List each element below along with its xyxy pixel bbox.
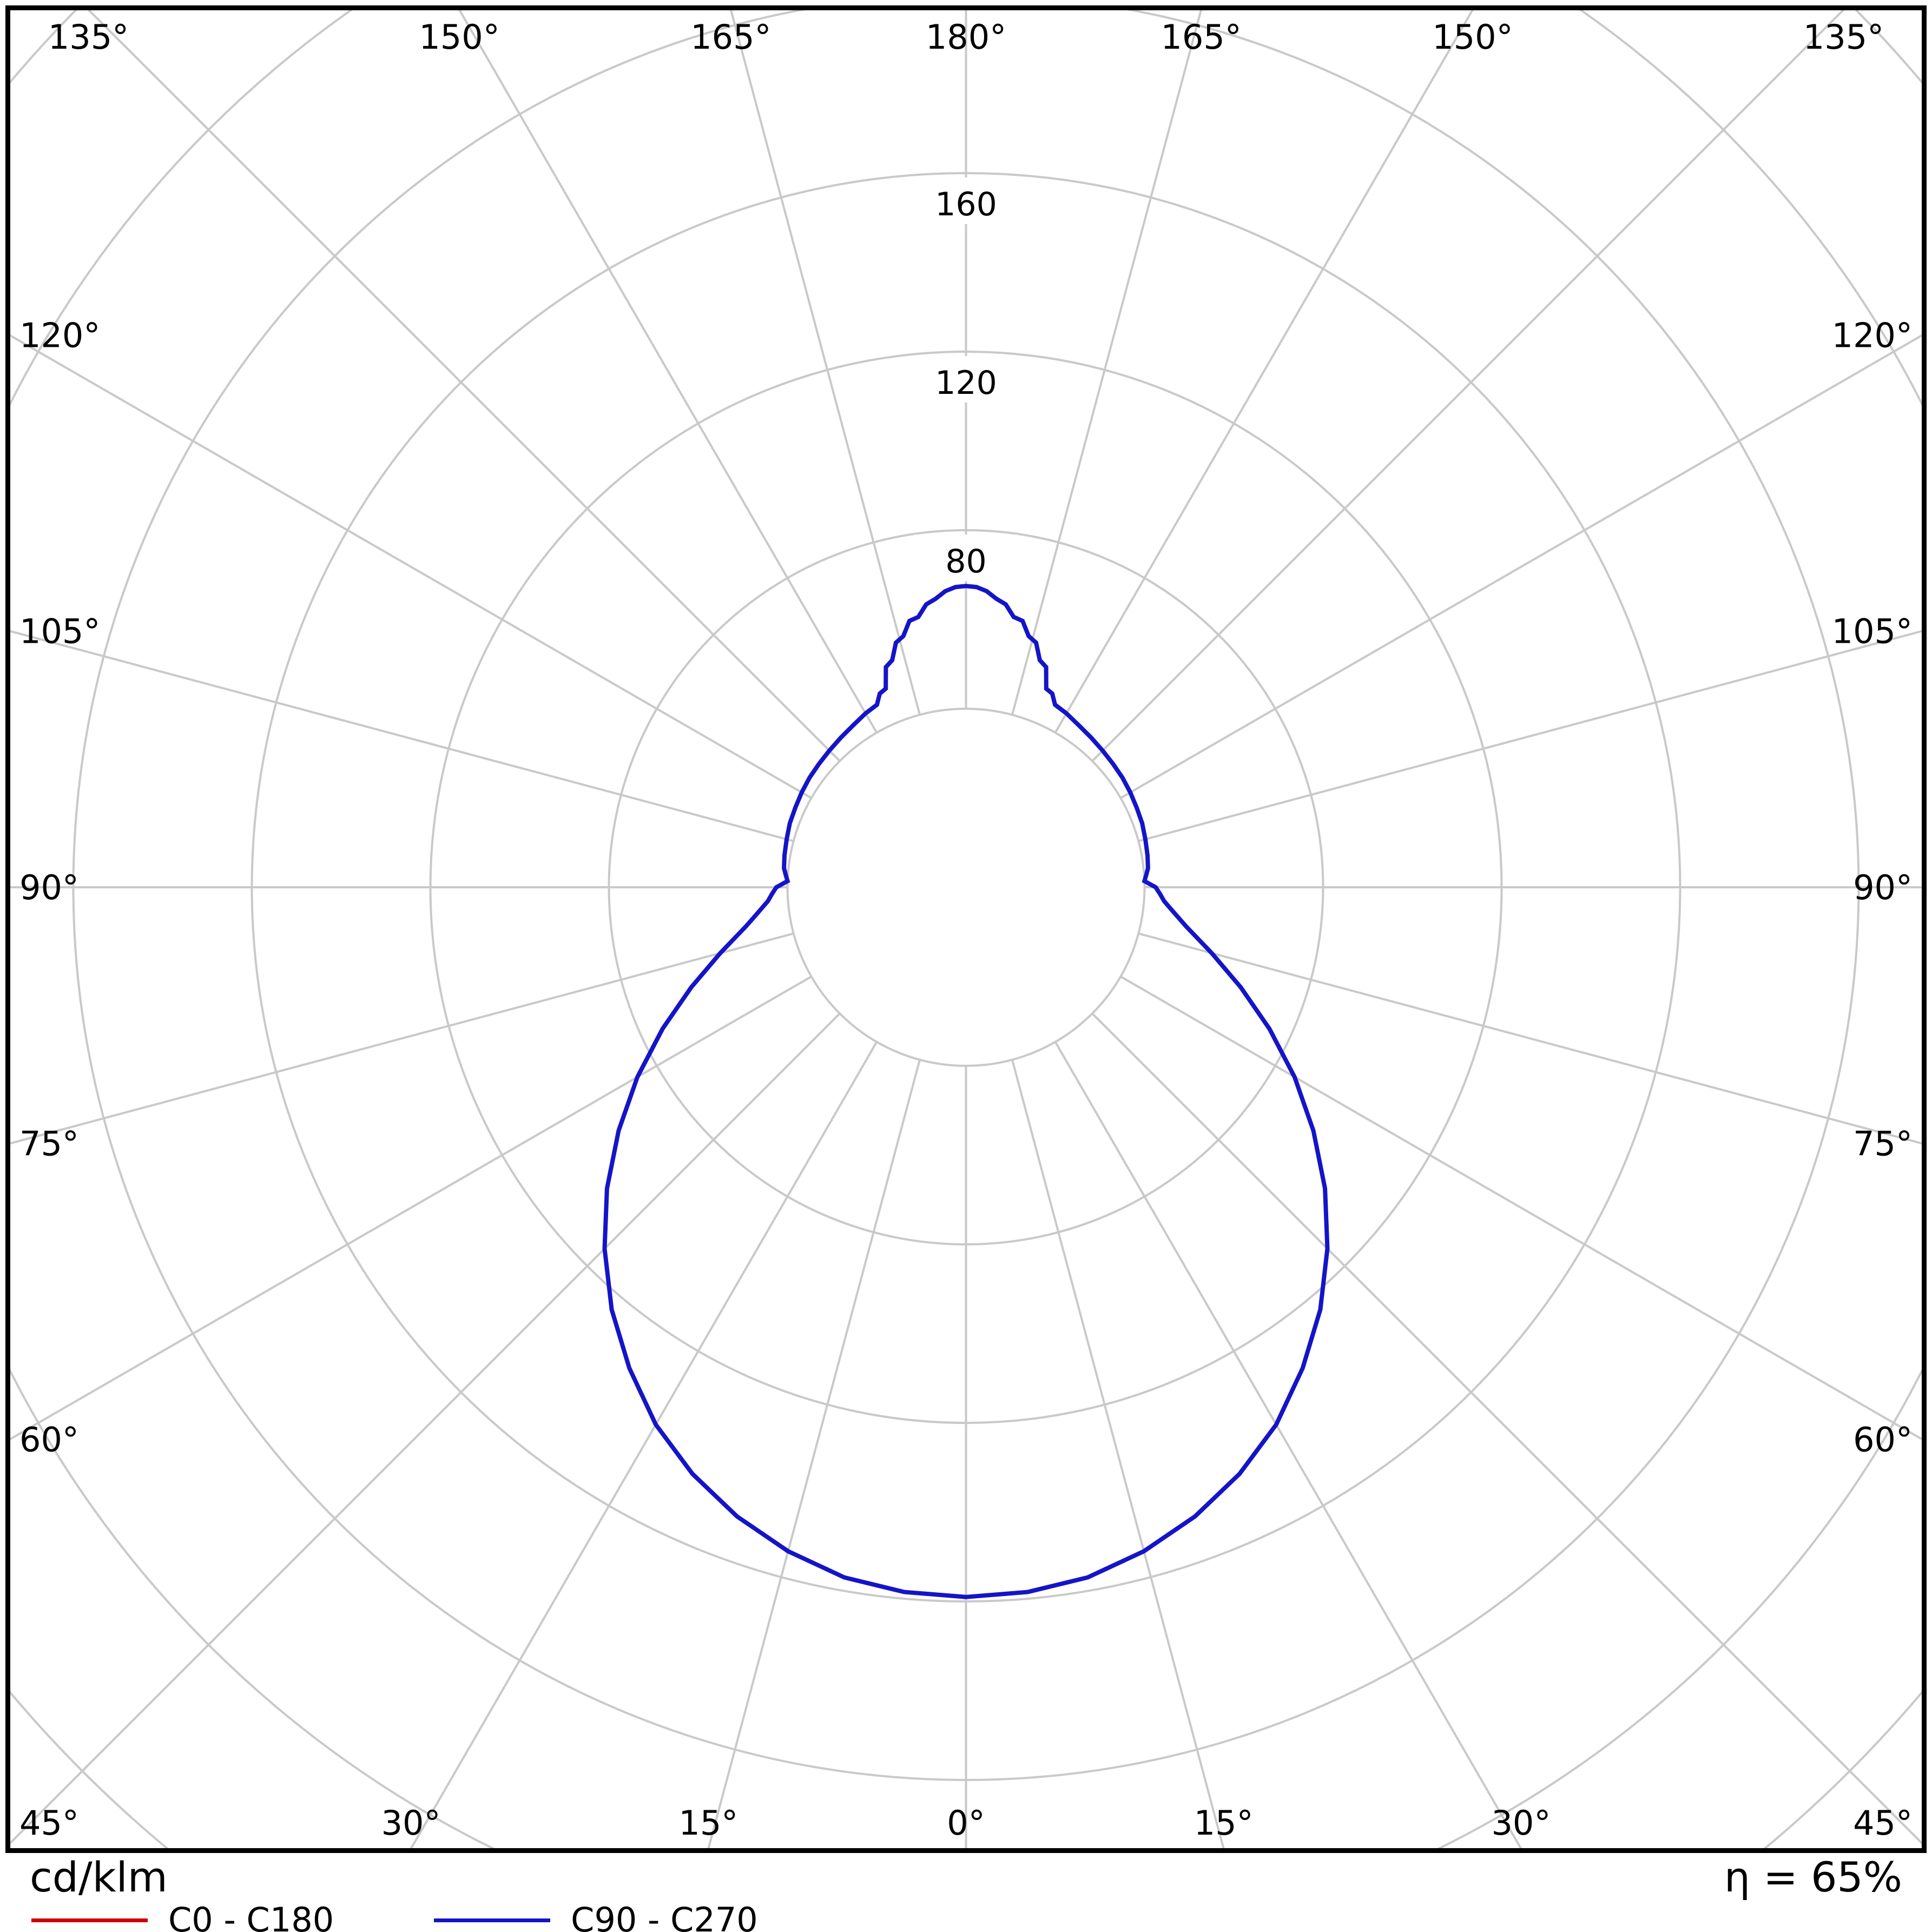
- angle-label: 135°: [1803, 17, 1884, 57]
- grid-spoke: [1054, 5, 1476, 734]
- grid-spoke: [5, 932, 794, 1146]
- legend-label-c0-c180: C0 - C180: [168, 1900, 334, 1932]
- ring-label: 80: [945, 543, 986, 581]
- angle-label: 30°: [1491, 1803, 1551, 1843]
- angle-label: 60°: [19, 1420, 79, 1459]
- angle-label: 75°: [19, 1124, 79, 1164]
- c0-c180-line-swatch: [31, 1918, 148, 1922]
- grid-spoke: [5, 629, 794, 842]
- angle-label: 30°: [381, 1803, 441, 1843]
- grid-ring: [786, 708, 1146, 1067]
- grid-spoke: [5, 331, 812, 799]
- angle-label: 165°: [690, 17, 771, 57]
- footer-row: cd/klm η = 65%: [5, 1857, 1927, 1898]
- polar-chart-canvas: 80 120 160 0° 15° 15° 30° 30° 45° 45° 60° 60° 75° 75°…: [5, 5, 1927, 1853]
- ring-label-mask: [914, 177, 1018, 224]
- angle-label: 45°: [1853, 1803, 1913, 1843]
- angle-label: 120°: [19, 316, 100, 355]
- grid-spoke: [1011, 5, 1204, 715]
- grid-spoke: [1091, 5, 1850, 762]
- curve-c90-c270: [602, 584, 1330, 1599]
- grid-spoke: [82, 5, 841, 762]
- grid-spoke: [706, 1059, 921, 1853]
- angle-label: 135°: [48, 17, 129, 57]
- angle-label: 150°: [419, 17, 499, 57]
- grid-spoke: [456, 5, 878, 734]
- angle-label: 105°: [1832, 611, 1913, 651]
- angle-label: 0°: [947, 1803, 985, 1843]
- grid-spoke: [1120, 975, 1927, 1443]
- ring-label: 160: [935, 186, 997, 223]
- grid-spoke: [1011, 1059, 1226, 1853]
- angle-label: 90°: [19, 868, 79, 907]
- angle-label: 60°: [1853, 1420, 1913, 1459]
- angle-label: 105°: [19, 611, 100, 651]
- angle-label: 150°: [1432, 17, 1513, 57]
- angle-label: 15°: [678, 1803, 738, 1843]
- legend-item-c0-c180: C0 - C180: [31, 1903, 334, 1932]
- legend-item-c90-c270: C90 - C270: [434, 1903, 758, 1932]
- legend: C0 - C180 C90 - C270: [5, 1903, 1927, 1932]
- grid-spoke: [1091, 1012, 1927, 1850]
- grid-spoke: [728, 5, 921, 715]
- angle-label: 75°: [1853, 1124, 1913, 1164]
- angle-label: 15°: [1194, 1803, 1254, 1843]
- legend-label-c90-c270: C90 - C270: [571, 1900, 758, 1932]
- unit-label: cd/klm: [30, 1853, 168, 1901]
- grid-spoke: [5, 1012, 841, 1850]
- grid-spoke: [1054, 1041, 1525, 1853]
- ring-label-mask: [914, 356, 1018, 403]
- c90-c270-line-swatch: [434, 1918, 551, 1922]
- grid-spoke: [1120, 331, 1927, 799]
- ring-label-mask: [914, 535, 1018, 581]
- chart-border: [5, 5, 1927, 1853]
- angle-label: 45°: [19, 1803, 79, 1843]
- angle-label: 90°: [1853, 868, 1913, 907]
- ring-label: 120: [935, 364, 997, 402]
- grid-spoke: [407, 1041, 878, 1853]
- efficiency-label: η = 65%: [1724, 1853, 1902, 1901]
- angle-label: 180°: [926, 17, 1006, 57]
- angle-label: 165°: [1160, 17, 1241, 57]
- angle-label: 120°: [1832, 316, 1913, 355]
- grid-spoke: [1138, 932, 1927, 1146]
- chart-footer: cd/klm η = 65% C0 - C180 C90 - C270: [5, 1857, 1927, 1932]
- grid-spoke: [1138, 629, 1927, 842]
- grid-spoke: [5, 975, 812, 1443]
